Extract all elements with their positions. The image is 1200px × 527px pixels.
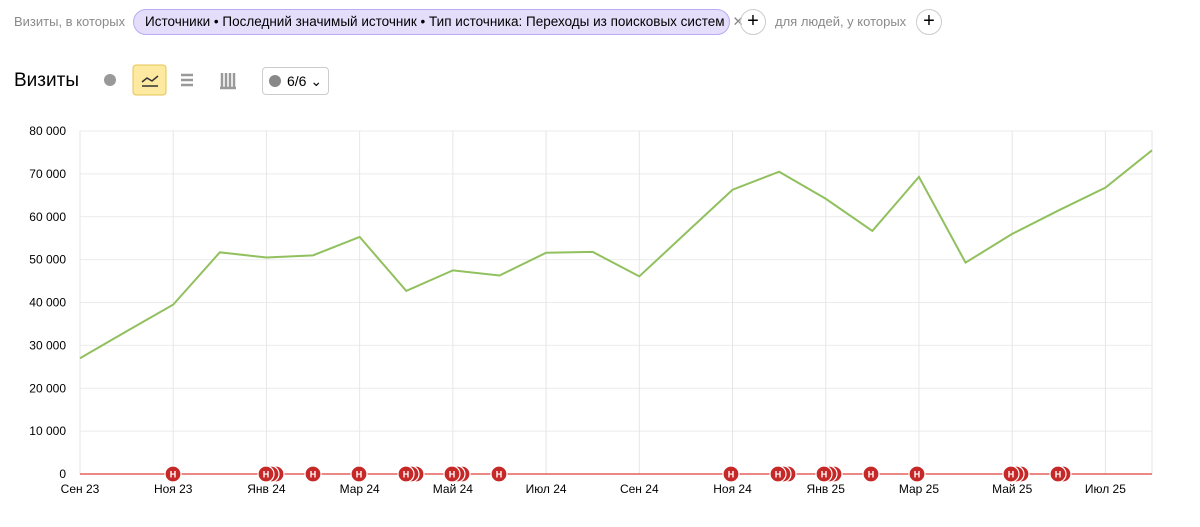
annotation-marker [443,465,461,483]
chip-close[interactable]: ✕ [732,14,744,29]
annotation-letter: Н [728,470,735,480]
pie-icon[interactable] [104,74,116,86]
annotation-marker [304,465,322,483]
x-tick-label: Янв 25 [807,482,846,496]
x-tick-label: Май 24 [433,482,474,496]
annotations-button[interactable]: 6/6 ⌄ [262,67,329,95]
annotation-letter: Н [310,470,317,480]
x-tick-label: Сен 23 [61,482,100,496]
x-tick-label: Янв 24 [247,482,286,496]
annotation-marker [257,465,275,483]
line-glyph [141,75,159,87]
annotation-marker [350,465,368,483]
annotation-marker [815,465,833,483]
annotation-marker [908,465,926,483]
annotation-letter: Н [1008,470,1015,480]
add-button[interactable]: + [916,9,942,35]
annotation-marker [1049,465,1067,483]
x-tick-label: Мар 24 [340,482,380,496]
y-tick-label: 30 000 [29,338,66,352]
x-tick-label: Ноя 23 [154,482,193,496]
people-prefix: для людей, у которых [775,14,907,29]
annotation-letter: Н [914,470,921,480]
x-tick-label: Июл 24 [526,482,567,496]
annotation-letter: Н [356,470,363,480]
y-tick-label: 0 [59,467,66,481]
annotation-letter: Н [868,470,875,480]
annotation-letter: Н [775,470,782,480]
y-tick-label: 10 000 [29,424,66,438]
y-tick-label: 50 000 [29,253,66,267]
annotations-count: 6/6 [287,73,307,89]
filter-text: Источники • Последний значимый источник … [145,14,725,29]
add-button[interactable]: + [740,9,766,35]
annotation-marker [862,465,880,483]
y-tick-label: 80 000 [29,124,66,138]
annotation-letter: Н [263,470,270,480]
x-tick-label: Сен 24 [620,482,659,496]
y-tick-label: 70 000 [29,167,66,181]
annotation-letter: Н [496,470,503,480]
y-tick-label: 20 000 [29,381,66,395]
filter-chip[interactable]: Источники • Последний значимый источник … [133,9,744,35]
annotation-marker [722,465,740,483]
annotation-letter: Н [449,470,456,480]
annotation-marker [397,465,415,483]
chart-type-icons [104,64,236,96]
annotation-letter: Н [403,470,410,480]
x-tick-label: Мар 25 [899,482,939,496]
annotation-letter: Н [821,470,828,480]
y-tick-label: 60 000 [29,210,66,224]
y-tick-label: 40 000 [29,296,66,310]
annotation-letter: Н [170,470,177,480]
filter-prefix: Визиты, в которых [14,14,126,29]
x-tick-label: Май 25 [992,482,1033,496]
line-series [79,149,1153,360]
chart-title: Визиты [14,70,79,91]
annotation-marker [1002,465,1020,483]
bar-icon[interactable] [220,73,236,90]
annotation-marker [769,465,787,483]
area-icon[interactable] [181,73,193,87]
x-tick-label: Ноя 24 [713,482,752,496]
annotation-marker [490,465,508,483]
annotation-marker [164,465,182,483]
x-tick-label: Июл 25 [1085,482,1126,496]
annotation-letter: Н [1055,470,1062,480]
